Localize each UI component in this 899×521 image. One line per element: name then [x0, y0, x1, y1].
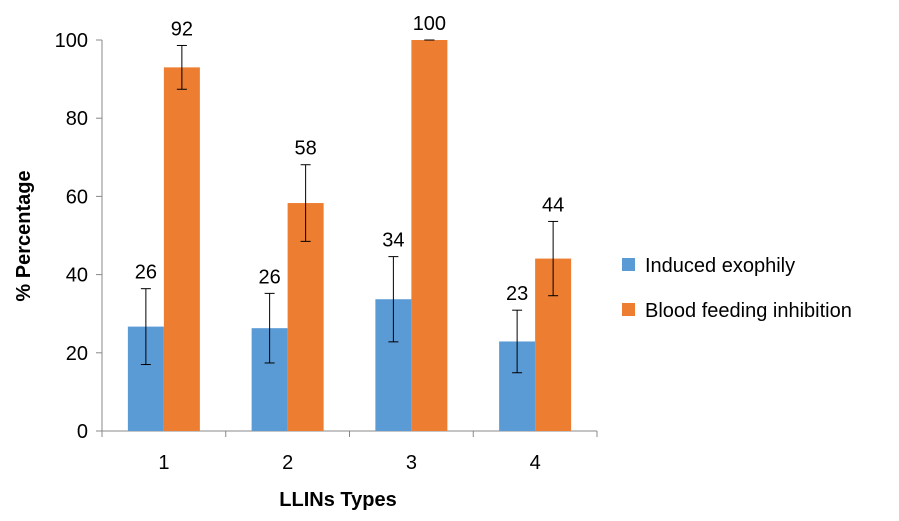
y-tick-label: 80	[66, 108, 88, 130]
data-label: 100	[413, 13, 446, 35]
y-tick-label: 100	[55, 30, 88, 52]
data-label: 26	[259, 266, 281, 288]
x-axis: 1 2 3 4	[101, 430, 598, 474]
x-tick-label: 2	[282, 452, 293, 474]
bars	[127, 40, 572, 432]
data-label: 23	[506, 283, 528, 305]
data-label: 92	[171, 18, 193, 40]
y-tick-label: 0	[77, 421, 88, 443]
legend: Induced exophily Blood feeding inhibitio…	[622, 255, 852, 322]
x-axis-title: LLINs Types	[279, 489, 396, 511]
y-tick-label: 60	[66, 186, 88, 208]
y-axis: 0 20 40 60 80 100	[55, 30, 103, 443]
error-bars	[140, 39, 559, 374]
x-tick-label: 3	[406, 452, 417, 474]
legend-label-induced-exophily: Induced exophily	[645, 255, 795, 277]
data-label: 44	[542, 194, 564, 216]
data-labels: 26 92 26 58 34 100 23 44	[135, 13, 565, 305]
legend-swatch-induced-exophily	[622, 258, 635, 271]
y-axis-title: % Percentage	[13, 170, 35, 301]
bar-blood-feeding-inhibition-3	[411, 40, 448, 431]
data-label: 58	[295, 138, 317, 160]
legend-label-blood-feeding-inhibition: Blood feeding inhibition	[645, 300, 852, 322]
bar-blood-feeding-inhibition-1	[163, 67, 200, 432]
y-tick-label: 40	[66, 265, 88, 287]
data-label: 26	[135, 262, 157, 284]
y-tick-label: 20	[66, 343, 88, 365]
data-label: 34	[382, 230, 404, 252]
x-tick-label: 1	[158, 452, 169, 474]
x-tick-label: 4	[530, 452, 541, 474]
legend-swatch-blood-feeding-inhibition	[622, 303, 635, 316]
